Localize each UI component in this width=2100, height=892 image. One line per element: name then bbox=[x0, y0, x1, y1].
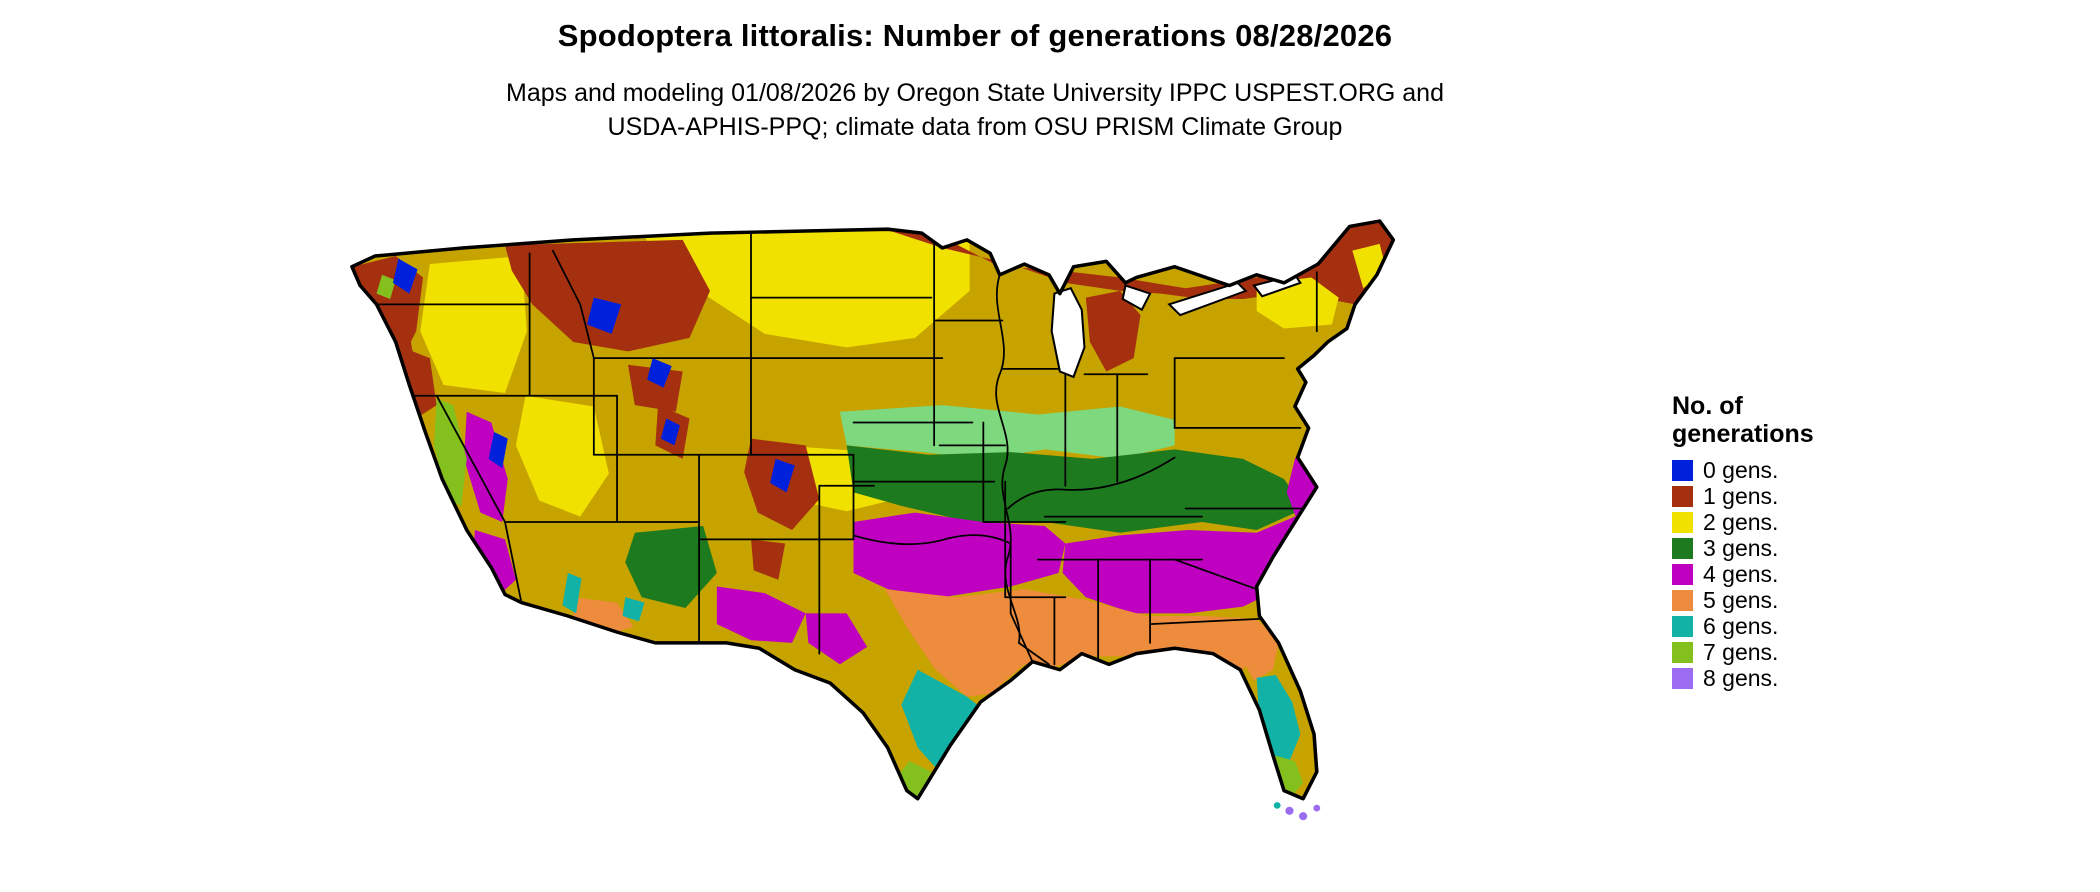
lake-michigan bbox=[1050, 286, 1086, 379]
legend-item-label: 7 gens. bbox=[1703, 638, 1779, 665]
map-title: Spodoptera littoralis: Number of generat… bbox=[557, 18, 1393, 53]
legend-swatch-1-gens bbox=[1672, 485, 1693, 507]
legend-item-label: 4 gens. bbox=[1703, 560, 1779, 587]
legend-item-label: 1 gens. bbox=[1703, 482, 1779, 509]
legend-items: 0 gens. 1 gens. 2 gens. 3 gens. 4 gens. 5 gen… bbox=[1672, 457, 1892, 691]
legend-swatch-0-gens bbox=[1672, 459, 1693, 481]
legend-swatch-2-gens bbox=[1672, 511, 1693, 533]
legend-title: No. of generations bbox=[1672, 392, 1892, 448]
subtitle-line-1: Maps and modeling 01/08/2026 by Oregon S… bbox=[506, 79, 1444, 107]
florida-keys-dots bbox=[1273, 802, 1321, 821]
legend-item-label: 2 gens. bbox=[1703, 508, 1779, 535]
region-light-green-band bbox=[839, 405, 1175, 459]
us-map-outline bbox=[350, 219, 1396, 801]
legend-item-6-gens: 6 gens. bbox=[1672, 613, 1892, 639]
legend-item-0-gens: 0 gens. bbox=[1672, 457, 1892, 483]
header: Spodoptera littoralis: Number of generat… bbox=[0, 18, 1950, 144]
legend-item-8-gens: 8 gens. bbox=[1672, 665, 1892, 691]
legend-swatch-5-gens bbox=[1672, 589, 1693, 611]
legend-title-line-2: generations bbox=[1672, 420, 1814, 448]
legend-item-label: 8 gens. bbox=[1703, 664, 1779, 691]
legend-item-7-gens: 7 gens. bbox=[1672, 639, 1892, 665]
legend-item-label: 0 gens. bbox=[1703, 456, 1779, 483]
legend-swatch-8-gens bbox=[1672, 667, 1693, 689]
map-container bbox=[300, 170, 1612, 882]
legend-item-5-gens: 5 gens. bbox=[1672, 587, 1892, 613]
region-0-gens bbox=[392, 258, 795, 493]
state-borders bbox=[359, 230, 1318, 666]
region-5-gens bbox=[573, 589, 1279, 697]
legend-title-line-1: No. of bbox=[1672, 392, 1743, 420]
us-generations-map bbox=[350, 219, 1396, 821]
legend-item-label: 6 gens. bbox=[1703, 612, 1779, 639]
legend-item-3-gens: 3 gens. bbox=[1672, 535, 1892, 561]
legend-swatch-3-gens bbox=[1672, 537, 1693, 559]
legend-item-1-gens: 1 gens. bbox=[1672, 483, 1892, 509]
legend-item-label: 5 gens. bbox=[1703, 586, 1779, 613]
legend: No. of generations 0 gens. 1 gens. 2 gens.… bbox=[1672, 392, 1892, 691]
map-subtitle: Maps and modeling 01/08/2026 by Oregon S… bbox=[0, 76, 1950, 144]
legend-item-4-gens: 4 gens. bbox=[1672, 561, 1892, 587]
legend-swatch-4-gens bbox=[1672, 563, 1693, 585]
subtitle-line-2: USDA-APHIS-PPQ; climate data from OSU PR… bbox=[607, 113, 1343, 141]
lake-huron bbox=[1121, 284, 1152, 312]
legend-item-label: 3 gens. bbox=[1703, 534, 1779, 561]
legend-swatch-6-gens bbox=[1672, 615, 1693, 637]
legend-item-2-gens: 2 gens. bbox=[1672, 509, 1892, 535]
lake-erie bbox=[1167, 281, 1248, 317]
legend-swatch-7-gens bbox=[1672, 641, 1693, 663]
